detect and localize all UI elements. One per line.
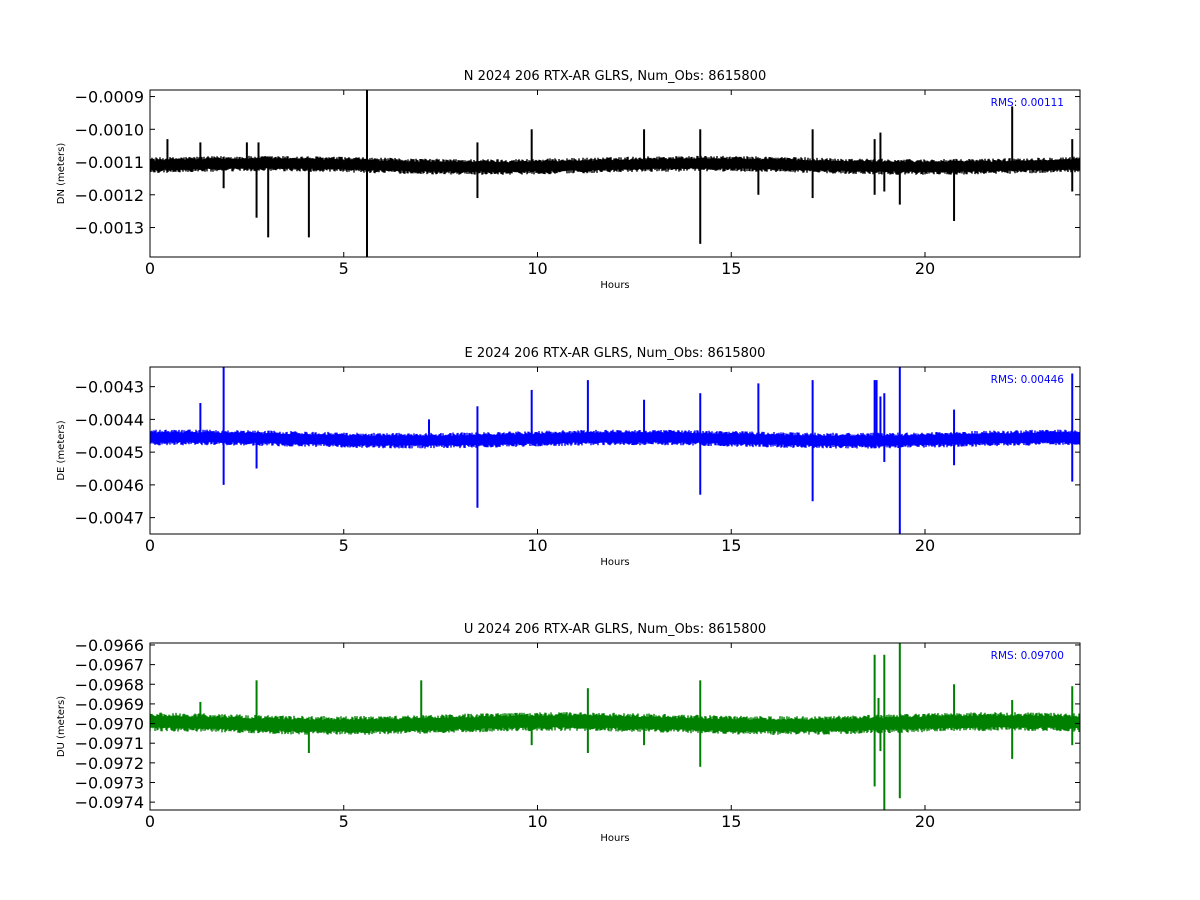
series-line <box>150 90 1080 257</box>
y-tick-label: −0.0013 <box>75 219 144 238</box>
subplot-0: 0 5 10 15 20 −0.0009 −0.0010 −0.0011 −0.0012 −0.0… <box>56 69 1081 291</box>
y-tick-label: −0.0044 <box>75 410 144 429</box>
x-axis-label: Hours <box>600 280 629 291</box>
x-tick-label: 0 <box>145 259 155 278</box>
x-tick-label: 5 <box>339 812 349 831</box>
x-tick-label: 15 <box>721 259 741 278</box>
y-tick-label: −0.0043 <box>75 378 144 397</box>
series-line <box>150 367 1080 534</box>
x-axis-label: Hours <box>600 557 629 568</box>
axes-frame <box>149 89 1081 258</box>
x-tick-label: 0 <box>145 536 155 555</box>
series-noise-band <box>150 429 1080 449</box>
y-tick-label: −0.0973 <box>75 773 144 792</box>
x-tick-label: 0 <box>145 812 155 831</box>
subplot-2: 0 5 10 15 20−0.0966−0.0967−0.0968−0.0969−0.0… <box>56 622 1081 844</box>
series-noise-band <box>150 155 1080 175</box>
y-tick-label: −0.0010 <box>75 120 144 139</box>
series-line <box>150 643 1080 810</box>
x-tick-label: 10 <box>527 536 547 555</box>
y-tick-label: −0.0974 <box>75 793 144 812</box>
x-tick-label: 10 <box>527 812 547 831</box>
y-axis-label: DU (meters) <box>56 696 67 757</box>
x-tick-label: 5 <box>339 536 349 555</box>
subplot-title: E 2024 206 RTX-AR GLRS, Num_Obs: 8615800 <box>465 346 766 361</box>
subplot-title: N 2024 206 RTX-AR GLRS, Num_Obs: 8615800 <box>464 69 766 84</box>
x-axis-label: Hours <box>600 833 629 844</box>
y-tick-label: −0.0967 <box>75 656 144 675</box>
y-tick-label: −0.0971 <box>75 734 144 753</box>
subplot-title: U 2024 206 RTX-AR GLRS, Num_Obs: 8615800 <box>464 622 766 637</box>
y-tick-label: −0.0046 <box>75 476 144 495</box>
rms-annotation: RMS: 0.09700 <box>991 650 1064 662</box>
y-tick-label: −0.0045 <box>75 443 144 462</box>
x-tick-label: 15 <box>721 536 741 555</box>
x-tick-label: 20 <box>915 259 935 278</box>
x-tick-label: 10 <box>527 259 547 278</box>
y-tick-label: −0.0966 <box>75 636 144 655</box>
x-tick-label: 20 <box>915 812 935 831</box>
rms-annotation: RMS: 0.00111 <box>991 97 1064 109</box>
y-tick-label: −0.0011 <box>75 153 144 172</box>
y-axis-label: DN (meters) <box>56 143 67 205</box>
y-tick-label: −0.0969 <box>75 695 144 714</box>
rms-annotation: RMS: 0.00446 <box>991 374 1065 386</box>
axes-frame <box>149 366 1081 535</box>
y-tick-label: −0.0012 <box>75 186 144 205</box>
y-tick-label: −0.0009 <box>75 88 144 107</box>
y-tick-label: −0.0047 <box>75 509 144 528</box>
x-tick-label: 20 <box>915 536 935 555</box>
y-tick-label: −0.0968 <box>75 675 144 694</box>
series-noise-band <box>150 712 1080 735</box>
y-tick-label: −0.0972 <box>75 754 144 773</box>
subplot-1: 0 5 10 15 20 −0.0043 −0.0044 −0.0045 −0.0046 −0.0… <box>56 346 1081 568</box>
x-tick-label: 15 <box>721 812 741 831</box>
y-axis-label: DE (meters) <box>56 420 67 480</box>
axes-frame <box>149 642 1081 811</box>
x-tick-label: 5 <box>339 259 349 278</box>
y-tick-label: −0.0970 <box>75 715 144 734</box>
